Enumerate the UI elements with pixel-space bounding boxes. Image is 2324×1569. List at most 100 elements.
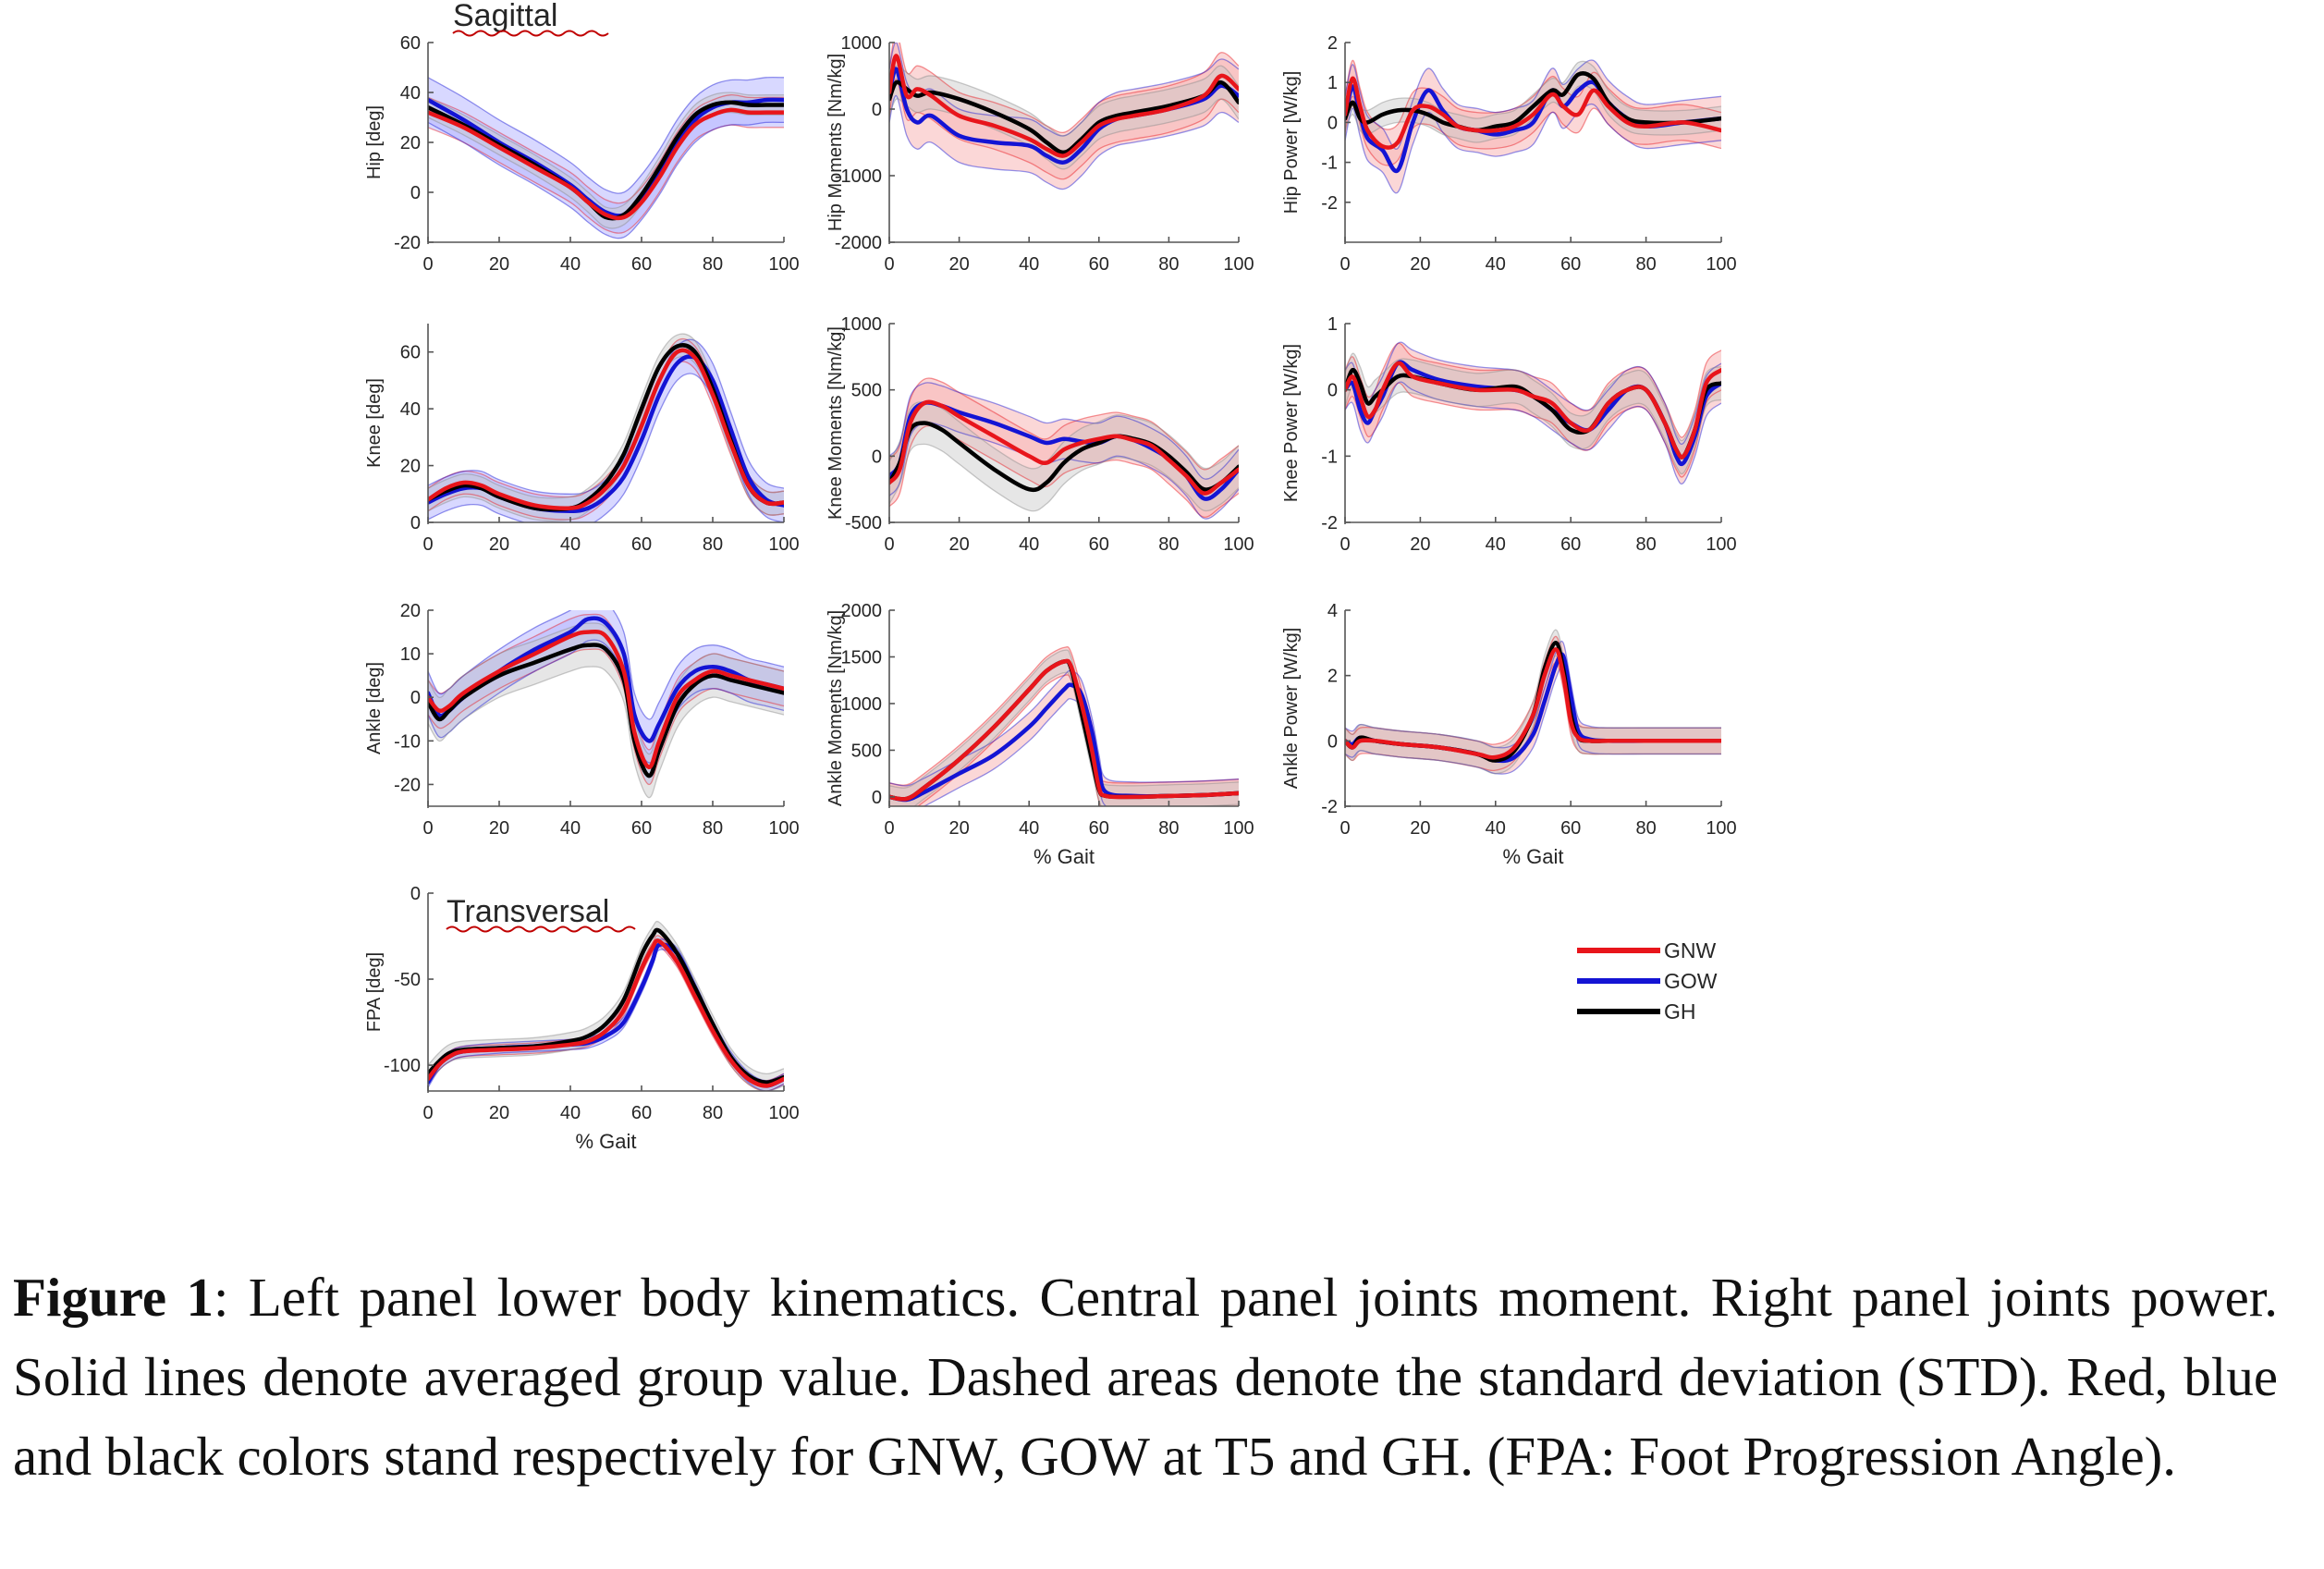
- legend-label-gow: GOW: [1664, 969, 1718, 993]
- x-tick-label: 20: [489, 534, 509, 555]
- y-tick-label: -20: [394, 775, 421, 795]
- sd-line-gow: [428, 938, 784, 1082]
- sd-line-gh: [428, 92, 784, 210]
- y-tick-label: 1000: [841, 694, 883, 715]
- x-tick-label: 80: [1158, 818, 1179, 839]
- spellcheck-underline: [446, 925, 636, 933]
- x-tick-label: 20: [489, 254, 509, 275]
- y-tick-label: 2000: [841, 601, 883, 621]
- x-tick-label: 100: [1223, 254, 1254, 275]
- x-tick-label: 100: [768, 818, 799, 839]
- sd-line-gnw: [1345, 382, 1721, 478]
- panel-ankle-moment: 0 500 1000 1500 2000 0 20 40 60 80 100 Ankle Moment…: [826, 601, 1254, 868]
- plot-area: [1345, 341, 1721, 485]
- x-tick-label: 20: [1410, 254, 1430, 275]
- sd-line-gnw: [889, 78, 1239, 180]
- y-tick-label: 10: [400, 644, 421, 665]
- series-line-gh: [428, 100, 784, 221]
- x-tick-label: 0: [884, 534, 894, 555]
- y-axis-label: Hip Power [W/kg]: [1281, 71, 1302, 214]
- sd-line-gh: [889, 443, 1239, 512]
- y-tick-label: 0: [872, 788, 882, 808]
- y-tick-label: -1: [1321, 447, 1338, 467]
- sd-line-gow: [428, 121, 784, 239]
- sd-band-gow: [428, 610, 784, 763]
- x-tick-label: 40: [1486, 818, 1506, 839]
- y-tick-label: 0: [1327, 113, 1338, 133]
- sd-line-gnw: [1345, 59, 1721, 130]
- x-axis-label: % Gait: [575, 1130, 636, 1153]
- series-line-gh: [1345, 71, 1721, 133]
- y-tick-label: 4: [1327, 601, 1338, 621]
- sd-line-gh: [889, 98, 1239, 170]
- sd-line-gow: [1345, 640, 1721, 749]
- x-tick-label: 60: [1089, 818, 1109, 839]
- x-tick-label: 80: [703, 818, 723, 839]
- series-line-gnw: [1345, 647, 1721, 760]
- sd-line-gow: [889, 382, 1239, 480]
- sd-line-gow: [1345, 103, 1721, 194]
- x-tick-label: 20: [948, 534, 969, 555]
- x-tick-label: 0: [422, 818, 433, 839]
- x-tick-label: 0: [884, 254, 894, 275]
- series-line-gnw: [428, 629, 784, 769]
- y-tick-label: 1000: [841, 33, 883, 54]
- y-tick-label: -2: [1321, 797, 1338, 817]
- sd-band-gow: [889, 43, 1239, 190]
- plot-area: [428, 333, 784, 522]
- sd-line-gh: [889, 649, 1239, 789]
- plot-area: [1345, 629, 1721, 775]
- x-tick-label: 60: [1560, 534, 1581, 555]
- y-tick-label: 60: [400, 33, 421, 54]
- x-tick-label: 60: [631, 534, 652, 555]
- y-axis-label: Ankle Moments [Nm/kg]: [826, 610, 846, 806]
- panel-hip-moment: -2000 -1000 0 1000 0 20 40 60 80 100 Hip Moments […: [826, 33, 1254, 275]
- x-tick-label: 60: [1560, 818, 1581, 839]
- x-tick-label: 100: [768, 534, 799, 555]
- y-tick-label: -1: [1321, 153, 1338, 174]
- sd-line-gh: [1345, 629, 1721, 749]
- x-tick-label: 20: [1410, 818, 1430, 839]
- sd-line-gow: [1345, 59, 1721, 150]
- sd-line-gow: [1345, 667, 1721, 775]
- sd-line-gh: [889, 65, 1239, 137]
- y-axis-label: Ankle [deg]: [364, 662, 385, 754]
- sd-line-gow: [1345, 381, 1721, 485]
- x-tick-label: 40: [1019, 818, 1039, 839]
- x-tick-label: 80: [703, 254, 723, 275]
- sd-line-gnw: [889, 43, 1239, 134]
- y-tick-label: 40: [400, 83, 421, 104]
- x-tick-label: 40: [1019, 254, 1039, 275]
- x-tick-label: 80: [1158, 254, 1179, 275]
- x-tick-label: 80: [703, 534, 723, 555]
- y-tick-label: 0: [872, 447, 882, 467]
- plane-label-sagittal: Sagittal: [453, 0, 557, 33]
- sd-band-gh: [1345, 630, 1721, 774]
- sd-band-gow: [1345, 342, 1721, 484]
- y-tick-label: -2: [1321, 513, 1338, 533]
- sd-band-gnw: [428, 935, 784, 1091]
- x-tick-label: 100: [1706, 254, 1736, 275]
- x-tick-label: 0: [884, 818, 894, 839]
- x-tick-label: 60: [631, 818, 652, 839]
- x-tick-label: 40: [560, 1103, 581, 1123]
- y-tick-label: -20: [394, 233, 421, 253]
- sd-line-gnw: [889, 645, 1239, 786]
- sd-line-gh: [428, 920, 784, 1075]
- sd-line-gnw: [1345, 342, 1721, 438]
- y-tick-label: 20: [400, 133, 421, 153]
- sd-line-gow: [1345, 341, 1721, 446]
- y-tick-label: 2: [1327, 33, 1338, 54]
- sd-band-gow: [1345, 59, 1721, 193]
- x-tick-label: 80: [1158, 534, 1179, 555]
- x-tick-label: 0: [422, 1103, 433, 1123]
- x-tick-label: 60: [631, 1103, 652, 1123]
- series-line-gnw: [1345, 76, 1721, 150]
- x-tick-label: 100: [1223, 534, 1254, 555]
- x-tick-label: 100: [1223, 818, 1254, 839]
- y-tick-label: -100: [384, 1056, 421, 1076]
